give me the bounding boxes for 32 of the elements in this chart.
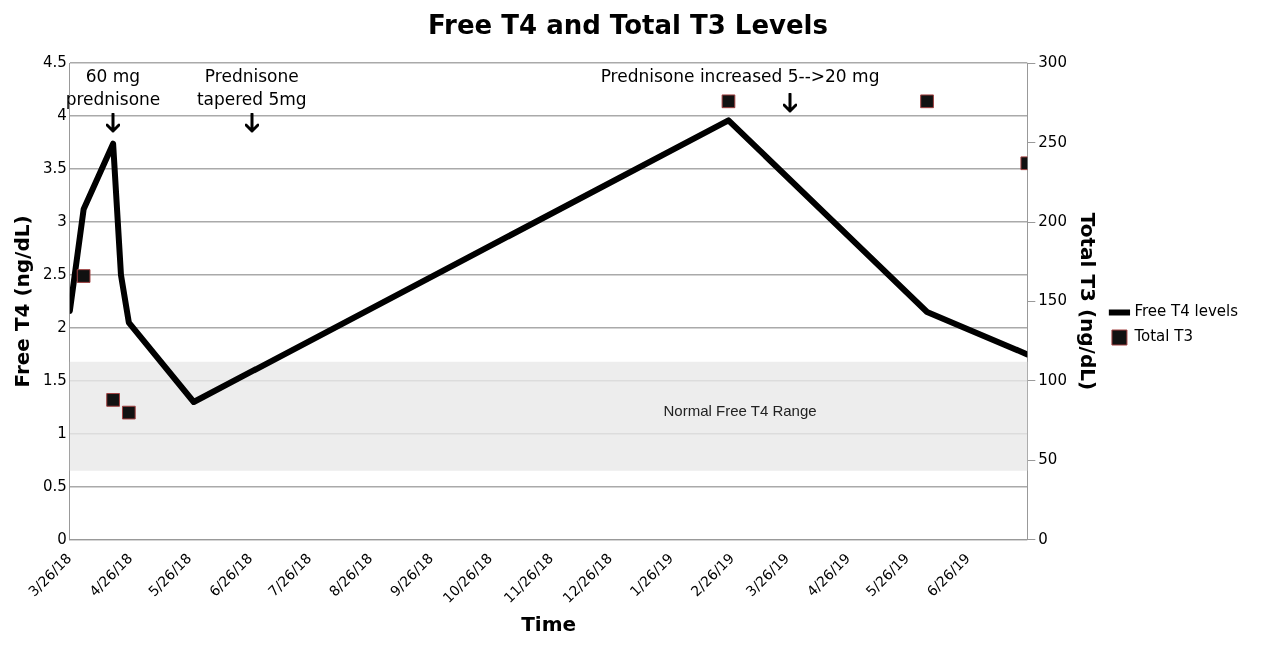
y2-tick-label: 50: [1038, 450, 1058, 469]
legend-label: Total T3: [1133, 327, 1193, 346]
point: [721, 94, 736, 109]
band-label: Normal Free T4 Range: [663, 402, 817, 420]
y-tick-label: 0.5: [43, 476, 67, 495]
annotation: Prednisone increased 5-->20 mg: [600, 66, 880, 87]
y-tick-label: 2: [57, 317, 67, 336]
y-tick-label: 3.5: [43, 158, 67, 177]
y-tick-label: 3: [57, 211, 67, 230]
chart-title: Free T4 and Total T3 Levels: [428, 10, 828, 41]
y2-tick-label: 0: [1038, 529, 1048, 548]
y2-axis-title: Total T3 (ng/dL): [1075, 212, 1100, 391]
point: [121, 405, 136, 420]
point: [920, 94, 934, 109]
y-tick-label: 4.5: [43, 53, 67, 72]
y-axis-title: Free T4 (ng/dL): [10, 215, 35, 388]
point: [106, 393, 120, 407]
y2-tick-label: 100: [1038, 370, 1067, 389]
y-tick-label: 1.5: [43, 370, 67, 389]
x-axis-title: Time: [521, 612, 577, 637]
annotation: 60 mg prednisone: [65, 66, 161, 110]
y-tick-label: 0: [57, 529, 67, 548]
y2-tick-label: 150: [1038, 291, 1067, 310]
y2-tick-label: 250: [1038, 132, 1067, 151]
y2-tick-label: 200: [1038, 211, 1067, 230]
legend-label: Free T4 levels: [1134, 302, 1239, 321]
y-tick-label: 2.5: [43, 264, 67, 283]
point: [76, 269, 91, 283]
y2-tick-label: 300: [1038, 53, 1067, 72]
y-tick-label: 4: [57, 106, 67, 125]
y-tick-label: 1: [57, 423, 67, 442]
annotation: Prednisone tapered 5mg: [196, 66, 307, 110]
